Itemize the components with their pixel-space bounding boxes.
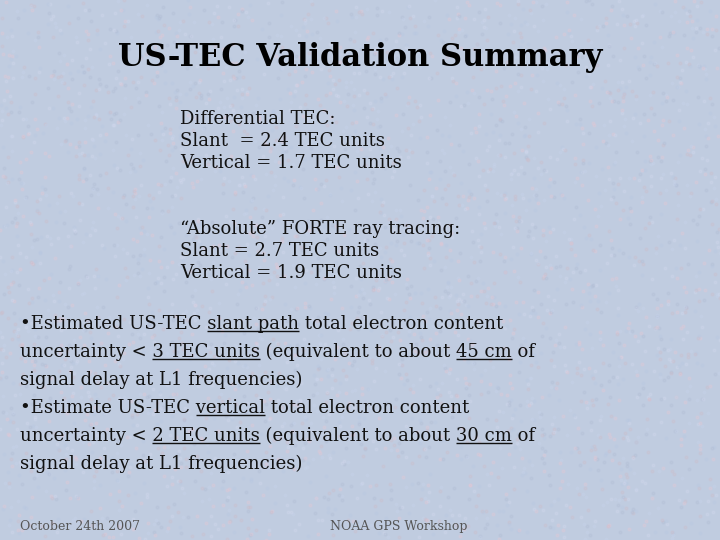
Text: •Estimate US-TEC vertical total electron content: •Estimate US-TEC vertical total electron… bbox=[20, 399, 469, 417]
Text: Vertical = 1.9 TEC units: Vertical = 1.9 TEC units bbox=[180, 264, 402, 282]
Text: uncertainty < 2 TEC units (equivalent to about 30 cm of: uncertainty < 2 TEC units (equivalent to… bbox=[20, 427, 535, 446]
Text: October 24th 2007: October 24th 2007 bbox=[20, 520, 140, 533]
Text: NOAA GPS Workshop: NOAA GPS Workshop bbox=[330, 520, 467, 533]
Text: uncertainty < 3 TEC units (equivalent to about 45 cm of: uncertainty < 3 TEC units (equivalent to… bbox=[20, 343, 535, 361]
Text: Slant  = 2.4 TEC units: Slant = 2.4 TEC units bbox=[180, 132, 385, 150]
Text: signal delay at L1 frequencies): signal delay at L1 frequencies) bbox=[20, 455, 302, 473]
Text: US-TEC Validation Summary: US-TEC Validation Summary bbox=[118, 42, 602, 73]
Text: •Estimated US-TEC slant path total electron content: •Estimated US-TEC slant path total elect… bbox=[20, 315, 503, 333]
Text: “Absolute” FORTE ray tracing:: “Absolute” FORTE ray tracing: bbox=[180, 220, 460, 238]
Text: Vertical = 1.7 TEC units: Vertical = 1.7 TEC units bbox=[180, 154, 402, 172]
Text: signal delay at L1 frequencies): signal delay at L1 frequencies) bbox=[20, 371, 302, 389]
Text: Slant = 2.7 TEC units: Slant = 2.7 TEC units bbox=[180, 242, 379, 260]
Text: Differential TEC:: Differential TEC: bbox=[180, 110, 336, 128]
